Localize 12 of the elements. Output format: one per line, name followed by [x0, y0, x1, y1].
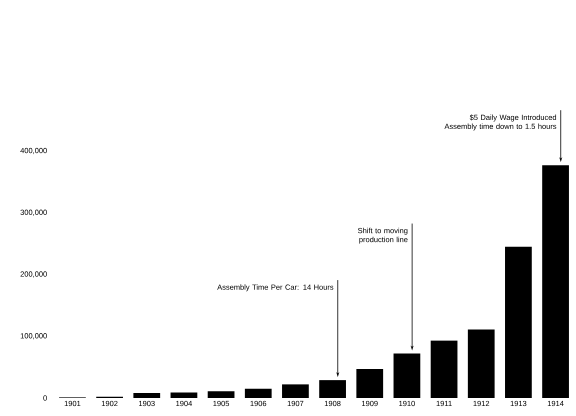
bar	[542, 165, 569, 398]
bar	[505, 246, 532, 398]
bar	[356, 368, 384, 398]
bar	[282, 384, 309, 398]
bar	[244, 388, 272, 398]
bar	[208, 391, 234, 398]
bar	[133, 393, 160, 398]
bar	[468, 329, 495, 398]
bar	[430, 340, 458, 398]
bar	[394, 354, 420, 398]
bar	[170, 392, 198, 398]
bar	[319, 380, 346, 398]
